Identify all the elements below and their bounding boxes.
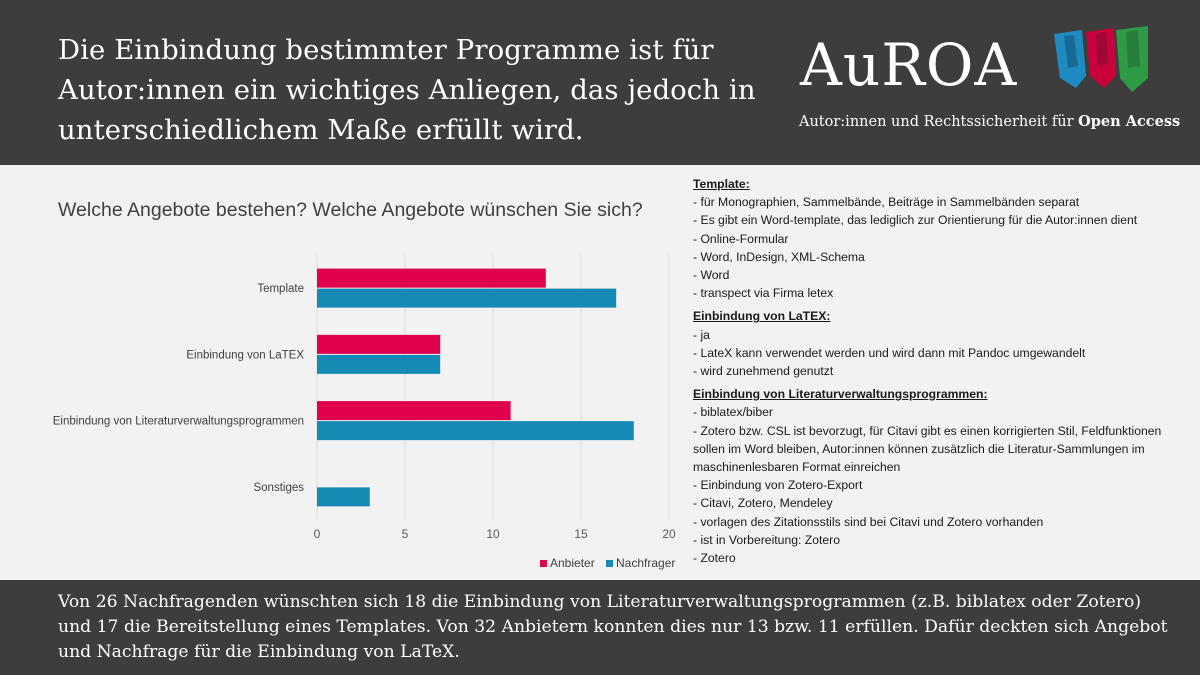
notes-item: - für Monographien, Sammelbände, Beiträg…: [693, 195, 1080, 210]
notes-section: Einbindung von LaTEX: - ja - LateX kann ve…: [693, 307, 1163, 380]
notes-list: - für Monographien, Sammelbände, Beiträg…: [693, 193, 1163, 302]
footer-banner: Von 26 Nachfragenden wünschten sich 18 d…: [0, 580, 1200, 675]
notes-list: - biblatex/biber - Zotero bzw. CSL ist be…: [693, 403, 1163, 567]
bar-anbieter: [317, 334, 441, 354]
logo-wordmark: AuROA: [800, 31, 1018, 99]
bar-anbieter: [317, 268, 546, 288]
notes-item: - LateX kann verwendet werden und wird d…: [693, 345, 1086, 360]
x-tick-label: 15: [574, 527, 588, 541]
tagline-bold: Open Access: [1078, 113, 1181, 130]
bar-nachfrager: [317, 487, 370, 507]
notes-section: Einbindung von Literaturverwaltungsprogr…: [693, 385, 1163, 567]
legend-swatch: [606, 560, 613, 567]
notes-section-heading: Einbindung von Literaturverwaltungsprogr…: [693, 387, 988, 402]
x-tick-label: 10: [486, 527, 500, 541]
bar-nachfrager: [317, 421, 634, 441]
logo-flags-icon: [1054, 26, 1148, 92]
notes-list: - ja - LateX kann verwendet werden und wi…: [693, 326, 1163, 381]
notes-item: - Zotero bzw. CSL ist bevorzugt, für Cit…: [693, 423, 1162, 475]
bar-nachfrager: [317, 354, 441, 374]
bar-nachfrager: [317, 288, 617, 308]
notes-item: - biblatex/biber: [693, 405, 773, 420]
x-tick-label: 5: [402, 527, 409, 541]
notes-item: - ja: [693, 327, 710, 342]
bar-anbieter: [317, 401, 511, 421]
logo-tagline: Autor:innen und Rechtssicherheit für Ope…: [799, 112, 1180, 132]
notes-item: - Es gibt ein Word-template, das ledigli…: [693, 213, 1138, 228]
footer-summary: Von 26 Nachfragenden wünschten sich 18 d…: [58, 592, 1168, 662]
x-tick-label: 20: [662, 527, 676, 541]
notes-item: - Einbindung von Zotero-Export: [693, 478, 863, 493]
category-label: Sonstiges: [253, 482, 304, 494]
notes-item: - Zotero: [693, 551, 736, 566]
notes-item: - Word: [693, 268, 730, 283]
category-label: Einbindung von Literaturverwaltungsprogr…: [53, 416, 304, 428]
notes-item: - wird zunehmend genutzt: [693, 364, 834, 379]
notes-section: Template: - für Monographien, Sammelbände…: [693, 175, 1163, 302]
notes-item: - Citavi, Zotero, Mendeley: [693, 496, 833, 511]
chart-title: Welche Angebote bestehen? Welche Angebot…: [58, 199, 643, 221]
category-label: Template: [257, 283, 304, 295]
x-tick-label: 0: [314, 527, 321, 541]
header-banner: Die Einbindung bestimmter Programme ist …: [0, 0, 1200, 165]
legend-label: Nachfrager: [616, 556, 675, 570]
notes-item: - Word, InDesign, XML-Schema: [693, 249, 865, 264]
notes-item: - vorlagen des Zitationsstils sind bei C…: [693, 514, 1044, 529]
notes-section-heading: Einbindung von LaTEX:: [693, 309, 831, 324]
legend-swatch: [540, 560, 547, 567]
legend-label: Anbieter: [550, 556, 595, 570]
notes-item: - Online-Formular: [693, 231, 789, 246]
notes-section-heading: Template:: [693, 177, 750, 191]
notes-panel: Template: - für Monographien, Sammelbände…: [693, 175, 1163, 572]
notes-item: - ist in Vorbereitung: Zotero: [693, 532, 840, 547]
bar-chart: 0 5 10 15 20 Template Einbindung von LaTEX Einb…: [53, 255, 676, 570]
headline: Die Einbindung bestimmter Programme ist …: [58, 34, 756, 146]
tagline-prefix: Autor:innen und Rechtssicherheit für: [799, 114, 1079, 130]
category-label: Einbindung von LaTEX: [186, 349, 304, 361]
notes-item: - transpect via Firma letex: [693, 286, 834, 301]
